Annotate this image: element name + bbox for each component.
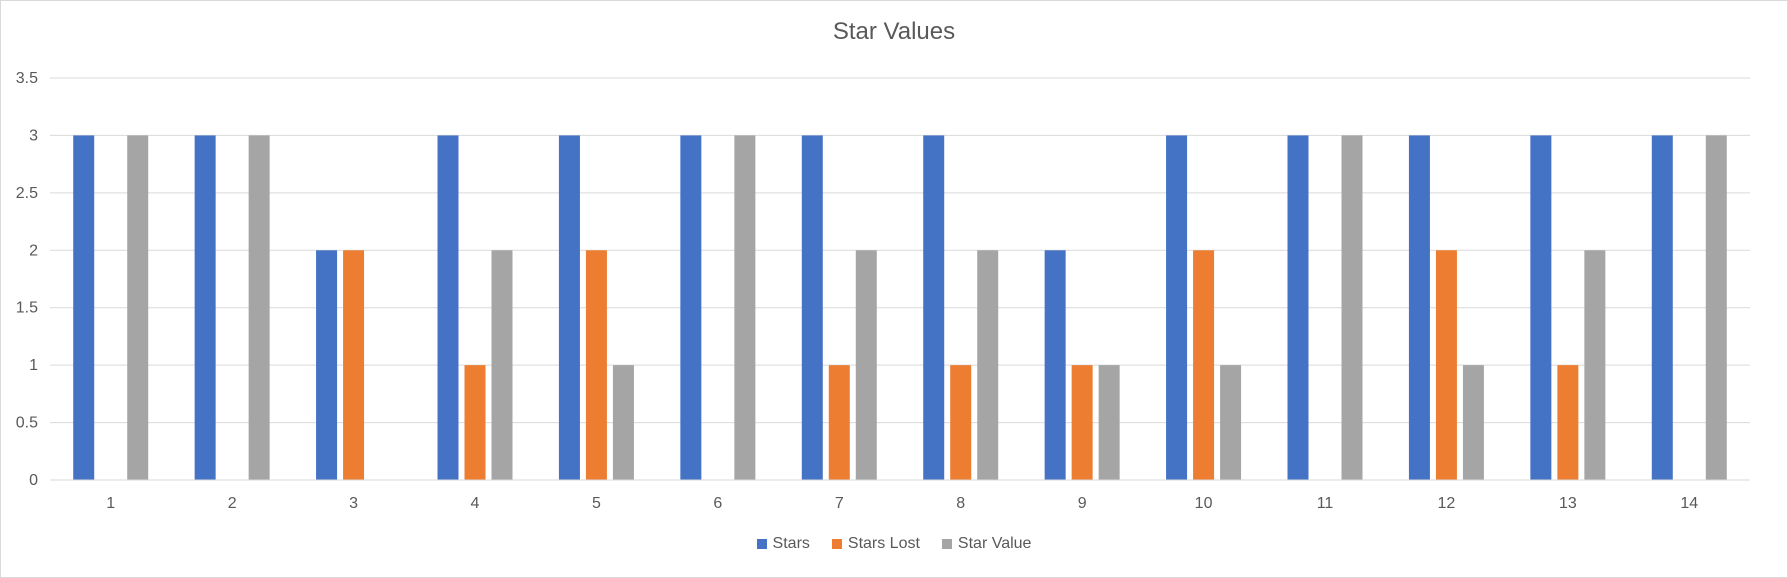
x-tick-label: 1 <box>106 495 115 512</box>
bar-stars-lost <box>950 365 972 480</box>
legend-swatch-stars <box>756 539 767 549</box>
bar-stars-lost <box>343 250 365 480</box>
y-tick-label: 2 <box>29 242 38 259</box>
bar-star-value <box>612 365 634 480</box>
x-tick-label: 7 <box>835 495 844 512</box>
bar-stars <box>194 135 216 480</box>
x-tick-label: 8 <box>956 495 965 512</box>
bar-stars-lost <box>585 250 607 480</box>
y-tick-label: 0.5 <box>16 415 38 432</box>
bar-stars <box>801 135 823 480</box>
bar-stars <box>73 135 95 480</box>
bar-star-value <box>1462 365 1484 480</box>
legend-item-stars: Stars <box>756 535 810 553</box>
legend-label-stars: Stars <box>772 535 810 552</box>
bar-star-value <box>127 135 149 480</box>
bar-stars <box>1651 135 1673 480</box>
y-tick-label: 3 <box>29 127 38 144</box>
bar-stars-lost <box>828 365 850 480</box>
x-tick-label: 2 <box>228 495 237 512</box>
y-tick-label: 1.5 <box>16 300 38 317</box>
bar-star-value <box>855 250 877 480</box>
bar-stars <box>680 135 702 480</box>
bar-stars-lost <box>1071 365 1093 480</box>
x-tick-label: 14 <box>1680 495 1698 512</box>
legend-label-stars-lost: Stars Lost <box>847 535 920 552</box>
bar-star-value <box>1705 135 1727 480</box>
y-tick-label: 1 <box>29 357 38 374</box>
bar-stars-lost <box>1193 250 1215 480</box>
legend-swatch-stars-lost <box>831 539 842 549</box>
bar-star-value <box>734 135 756 480</box>
bar-star-value <box>1584 250 1606 480</box>
legend-label-star-value: Star Value <box>957 535 1032 552</box>
bar-stars-lost <box>1557 365 1579 480</box>
bar-stars <box>1287 135 1309 480</box>
bar-stars <box>1044 250 1066 480</box>
bar-stars <box>437 135 459 480</box>
bar-star-value <box>977 250 999 480</box>
bar-star-value <box>1220 365 1242 480</box>
legend-item-star-value: Star Value <box>941 535 1032 553</box>
bar-star-value <box>248 135 270 480</box>
x-tick-label: 11 <box>1317 495 1334 512</box>
bar-star-value <box>491 250 513 480</box>
x-tick-label: 12 <box>1438 495 1456 512</box>
y-tick-label: 3.5 <box>16 70 38 87</box>
bar-stars <box>558 135 580 480</box>
bar-star-value <box>1098 365 1120 480</box>
legend: Stars Stars Lost Star Value <box>0 535 1788 553</box>
bar-stars <box>316 250 338 480</box>
x-tick-label: 10 <box>1195 495 1213 512</box>
x-tick-label: 9 <box>1078 495 1087 512</box>
bar-stars-lost <box>464 365 486 480</box>
bar-stars <box>1530 135 1552 480</box>
bar-star-value <box>1341 135 1363 480</box>
x-tick-label: 3 <box>349 495 358 512</box>
bar-stars <box>1408 135 1430 480</box>
x-tick-label: 13 <box>1559 495 1577 512</box>
x-tick-label: 4 <box>471 495 480 512</box>
bar-stars-lost <box>1435 250 1457 480</box>
legend-item-stars-lost: Stars Lost <box>831 535 920 553</box>
y-tick-label: 2.5 <box>16 185 38 202</box>
bar-stars <box>923 135 945 480</box>
bar-stars <box>1166 135 1188 480</box>
y-tick-label: 0 <box>29 472 38 489</box>
chart-title: Star Values <box>832 18 956 45</box>
x-tick-label: 5 <box>592 495 601 512</box>
x-tick-label: 6 <box>713 495 722 512</box>
legend-swatch-star-value <box>941 539 952 549</box>
